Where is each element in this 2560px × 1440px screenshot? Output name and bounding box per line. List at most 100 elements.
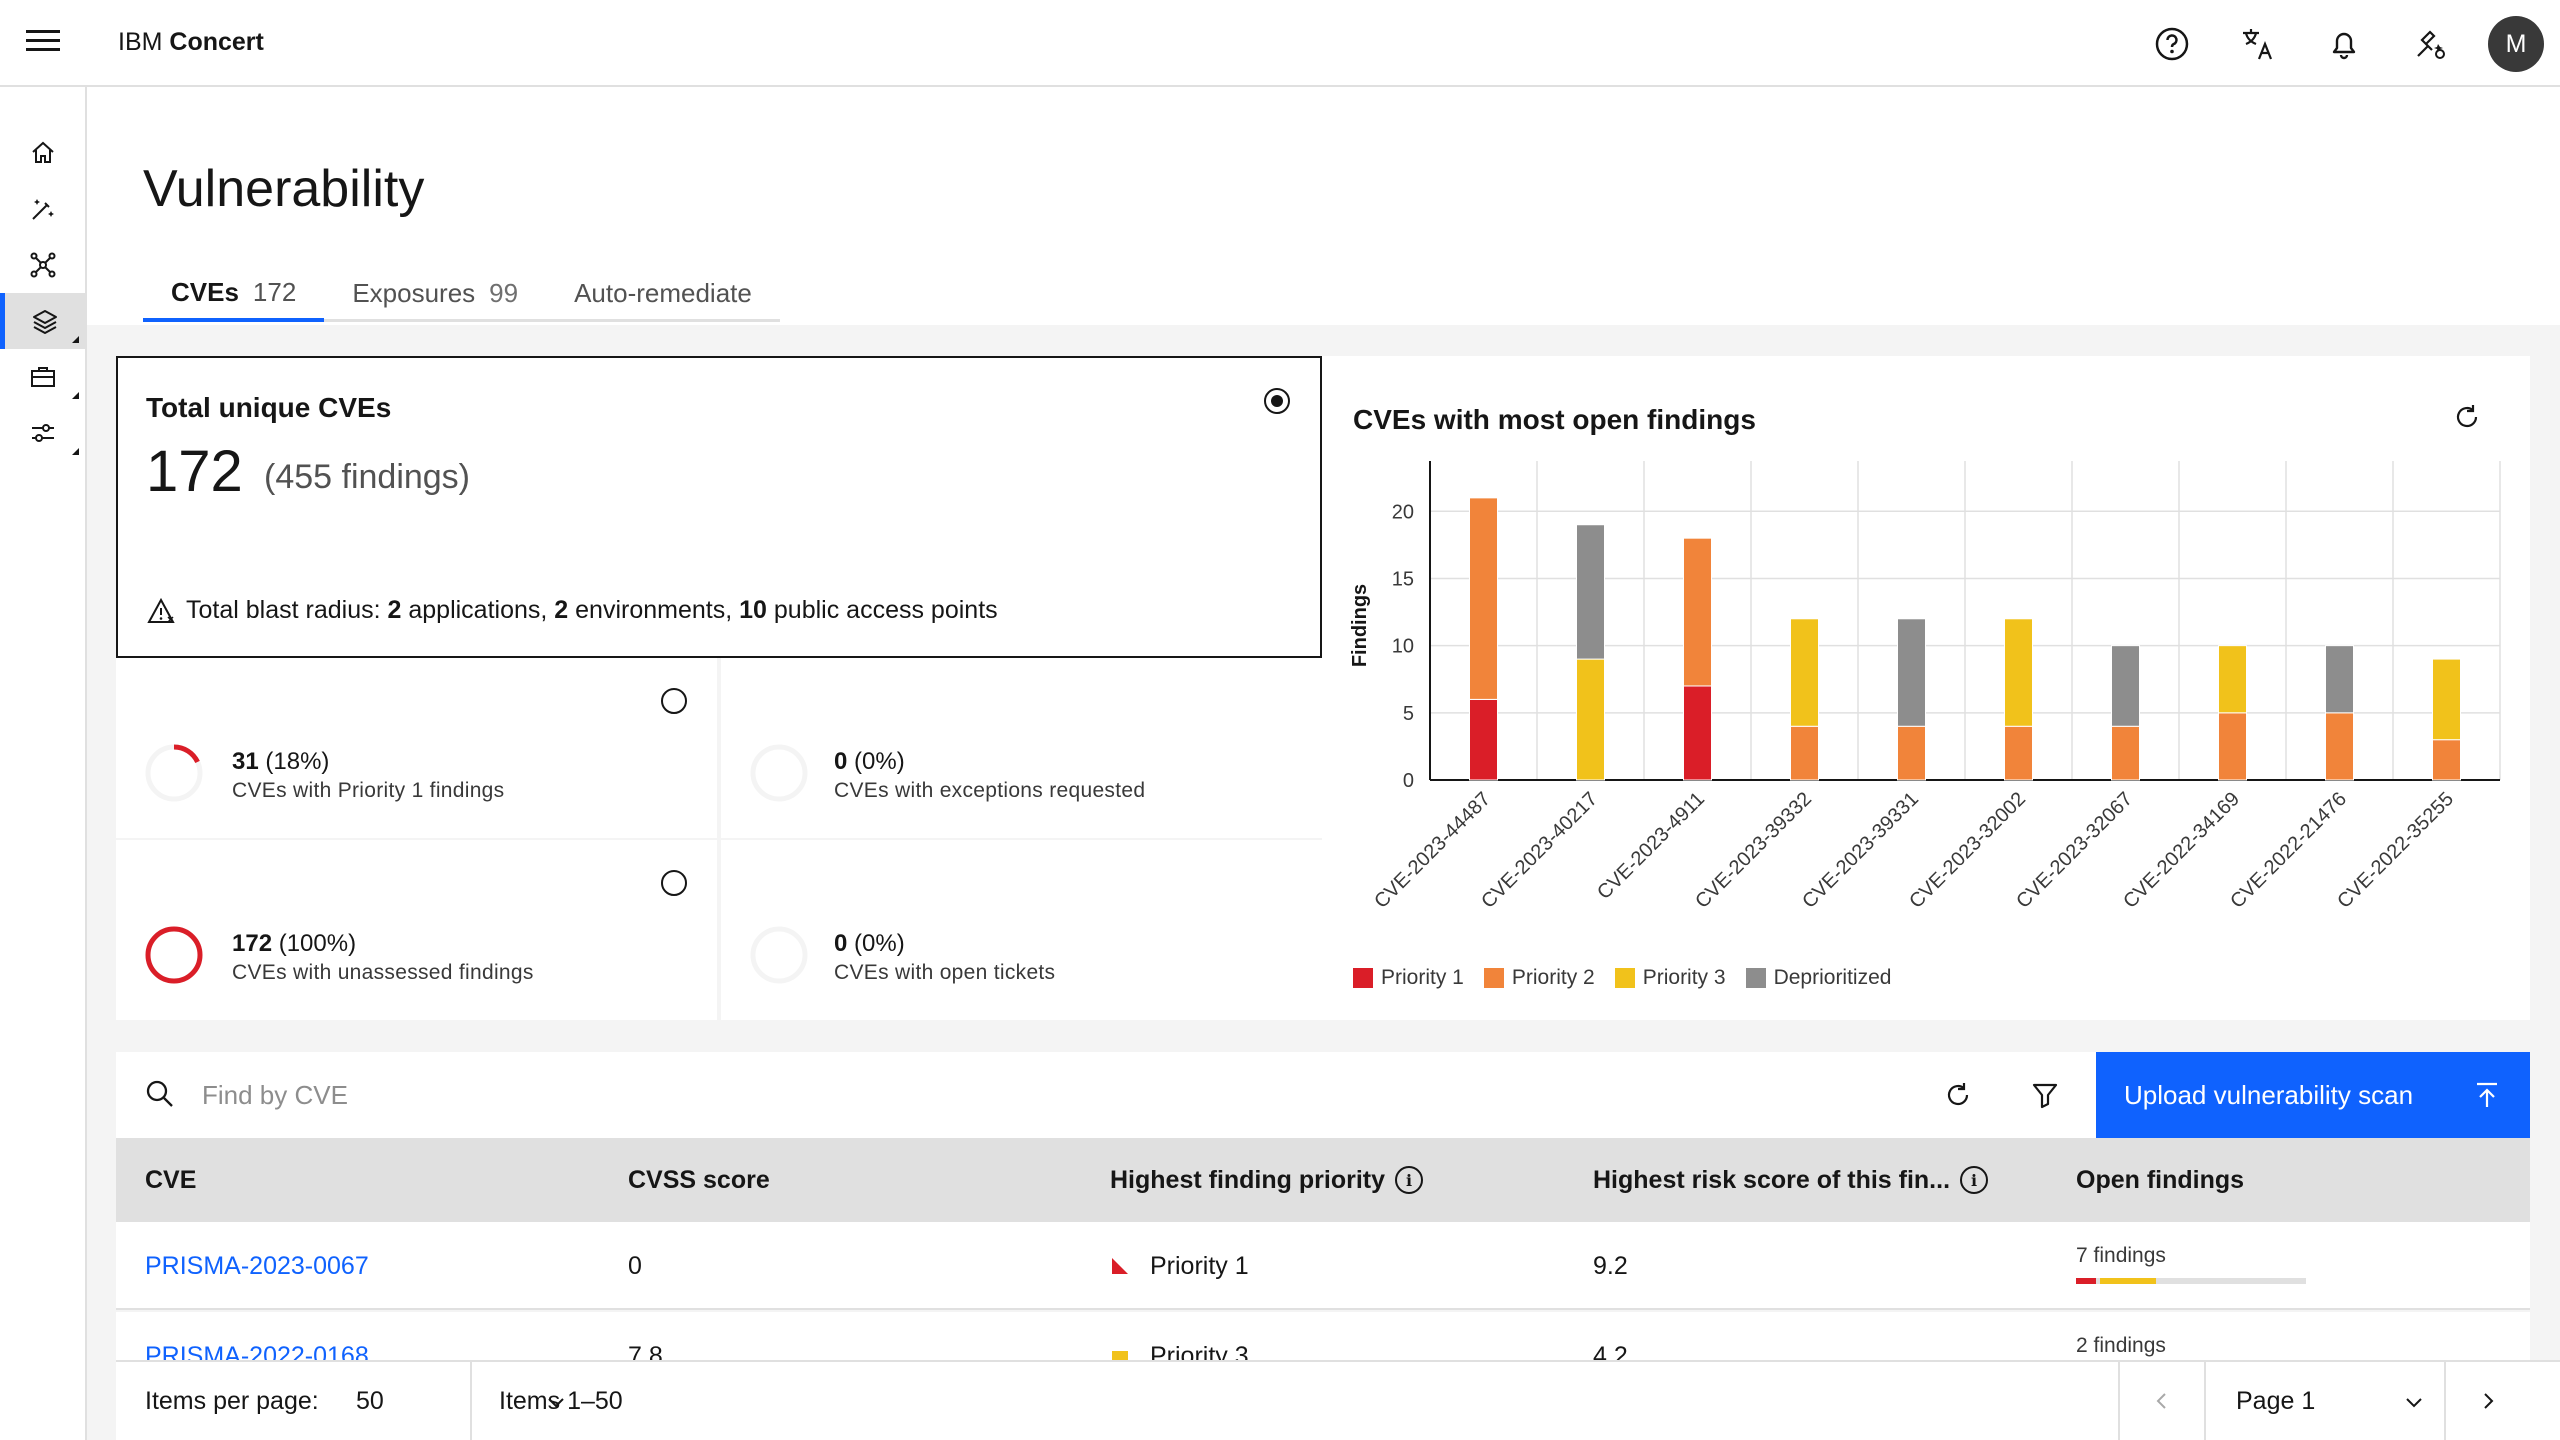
priority-3-icon bbox=[1112, 1351, 1128, 1361]
column-cvss[interactable]: CVSS score bbox=[628, 1165, 770, 1194]
chevron-down-icon bbox=[2406, 1398, 2422, 1408]
legend-label: Priority 3 bbox=[1642, 966, 1726, 989]
stacked-bar-chart: 0 5 10 15 20 Findings CVE-2023-44487 CVE-2023-4… bbox=[1349, 461, 2501, 913]
y-axis-label: Findings bbox=[1349, 584, 1371, 667]
y-tick-label: 10 bbox=[1392, 636, 1414, 658]
page-title: Vulnerability bbox=[143, 160, 425, 218]
expand-caret-icon bbox=[72, 392, 79, 399]
info-icon[interactable]: i bbox=[1960, 1166, 1989, 1194]
blast-radius: Total blast radius: 2 applications, 2 en… bbox=[146, 596, 998, 625]
magic-wand-icon[interactable] bbox=[0, 181, 85, 237]
table-header: CVE CVSS score Highest finding priority i… bbox=[116, 1138, 2530, 1222]
app-brand[interactable]: IBM Concert bbox=[118, 28, 264, 56]
stat-radio[interactable] bbox=[661, 870, 687, 896]
stat-unassessed[interactable]: 172 (100%) CVEs with unassessed findings bbox=[116, 840, 719, 1020]
chart-legend: Priority 1 Priority 2 Priority 3 Deprioriti… bbox=[1353, 966, 1911, 990]
x-tick-label: CVE-2022-21476 bbox=[2226, 788, 2351, 913]
bar-segment bbox=[1576, 658, 1605, 781]
column-priority[interactable]: Highest finding priority i bbox=[1110, 1138, 1423, 1222]
column-cve[interactable]: CVE bbox=[145, 1165, 197, 1194]
total-findings: (455 findings) bbox=[264, 458, 471, 496]
items-per-page-select[interactable]: 50 bbox=[356, 1362, 576, 1440]
y-tick-label: 0 bbox=[1403, 770, 1414, 792]
y-tick-label: 15 bbox=[1392, 568, 1414, 590]
legend-item[interactable]: Deprioritized bbox=[1745, 966, 1891, 990]
bar-segment bbox=[1897, 618, 1926, 727]
tab-exposures[interactable]: Exposures 99 bbox=[324, 267, 547, 322]
top-header: IBM Concert M bbox=[0, 0, 2560, 87]
user-avatar[interactable]: M bbox=[2488, 16, 2544, 72]
x-tick-label: CVE-2023-4911 bbox=[1593, 788, 1709, 904]
tab-auto-remediate[interactable]: Auto-remediate bbox=[546, 267, 780, 322]
bar-segment bbox=[2325, 645, 2354, 714]
chart-title: CVEs with most open findings bbox=[1353, 404, 1756, 435]
items-per-page-label: Items per page: bbox=[145, 1386, 319, 1415]
cves-chart-card: CVEs with most open findings 0 5 10 15 20 Fin… bbox=[1322, 356, 2530, 1020]
column-open-findings[interactable]: Open findings bbox=[2076, 1165, 2245, 1194]
legend-label: Priority 1 bbox=[1381, 966, 1464, 989]
notification-icon[interactable] bbox=[2322, 22, 2366, 66]
upload-scan-button[interactable]: Upload vulnerability scan bbox=[2096, 1052, 2530, 1138]
legend-item[interactable]: Priority 2 bbox=[1483, 966, 1595, 990]
assistant-icon[interactable] bbox=[2408, 22, 2452, 66]
stat-open-tickets[interactable]: 0 (0%) CVEs with open tickets bbox=[721, 840, 1322, 1020]
filter-icon[interactable] bbox=[2023, 1073, 2067, 1117]
x-tick-label: CVE-2023-44487 bbox=[1370, 788, 1495, 913]
total-cves-card[interactable]: Total unique CVEs 172 (455 findings) Tot… bbox=[116, 356, 1322, 658]
card-title: Total unique CVEs bbox=[146, 392, 392, 423]
table-row[interactable]: PRISMA-2023-0067 0 Priority 1 9.2 7 find… bbox=[116, 1222, 2530, 1310]
legend-item[interactable]: Priority 3 bbox=[1614, 966, 1726, 990]
briefcase-icon[interactable] bbox=[0, 349, 85, 405]
tab-cves[interactable]: CVEs 172 bbox=[143, 267, 325, 322]
refresh-icon[interactable] bbox=[1936, 1073, 1980, 1117]
stat-priority-1[interactable]: 31 (18%) CVEs with Priority 1 findings bbox=[116, 658, 719, 840]
page-header: Vulnerability CVEs 172 Exposures 99 Auto-r… bbox=[87, 87, 2560, 325]
bar-segment bbox=[1469, 497, 1498, 700]
y-tick-label: 20 bbox=[1392, 501, 1414, 523]
menu-icon[interactable] bbox=[26, 30, 60, 56]
legend-swatch bbox=[1483, 968, 1504, 988]
search-input[interactable] bbox=[202, 1052, 1902, 1138]
side-navigation bbox=[0, 87, 87, 1440]
bar-segment bbox=[1683, 537, 1712, 687]
total-cves-count: 172 bbox=[146, 439, 243, 504]
prev-page-button[interactable] bbox=[2120, 1362, 2204, 1440]
expand-caret-icon bbox=[72, 448, 79, 455]
info-icon[interactable]: i bbox=[1395, 1166, 1423, 1194]
bar-segment bbox=[2218, 645, 2247, 714]
bar-segment bbox=[1576, 524, 1605, 660]
help-icon[interactable] bbox=[2150, 22, 2194, 66]
translate-icon[interactable] bbox=[2236, 22, 2280, 66]
network-icon[interactable] bbox=[0, 237, 85, 293]
bar-segment bbox=[1897, 725, 1926, 781]
legend-item[interactable]: Priority 1 bbox=[1353, 966, 1464, 990]
pagination-bar: Items per page: 50 Items 1–50 Page 1 bbox=[116, 1360, 2560, 1440]
progress-ring bbox=[145, 744, 203, 802]
chevron-left-icon bbox=[2156, 1393, 2166, 1409]
legend-swatch bbox=[1353, 968, 1373, 988]
x-tick-label: CVE-2023-32067 bbox=[2012, 788, 2137, 913]
bar-segment bbox=[2432, 658, 2461, 741]
risk-score: 9.2 bbox=[1593, 1251, 1628, 1280]
open-findings-cell: 7 findings bbox=[2076, 1244, 2306, 1284]
selected-radio[interactable] bbox=[1264, 388, 1290, 414]
stat-exceptions[interactable]: 0 (0%) CVEs with exceptions requested bbox=[721, 658, 1322, 840]
layers-icon[interactable] bbox=[0, 293, 85, 349]
sliders-icon[interactable] bbox=[0, 405, 85, 461]
bar-segment bbox=[2004, 725, 2033, 781]
page-select[interactable]: Page 1 bbox=[2236, 1362, 2436, 1440]
x-tick-label: CVE-2022-34169 bbox=[2119, 788, 2244, 913]
legend-swatch bbox=[1745, 968, 1766, 988]
priority-cell: Priority 1 bbox=[1110, 1222, 1249, 1310]
next-page-button[interactable] bbox=[2446, 1362, 2530, 1440]
progress-ring bbox=[145, 926, 203, 984]
stat-radio[interactable] bbox=[661, 688, 687, 714]
home-icon[interactable] bbox=[0, 125, 85, 181]
bar-segment bbox=[1790, 618, 1819, 727]
refresh-icon[interactable] bbox=[2452, 402, 2482, 437]
x-tick-label: CVE-2023-39332 bbox=[1691, 788, 1816, 913]
column-risk[interactable]: Highest risk score of this fin... i bbox=[1593, 1138, 1989, 1222]
cve-link[interactable]: PRISMA-2023-0067 bbox=[145, 1251, 369, 1280]
priority-1-icon bbox=[1112, 1258, 1128, 1274]
y-tick-label: 5 bbox=[1403, 703, 1414, 725]
